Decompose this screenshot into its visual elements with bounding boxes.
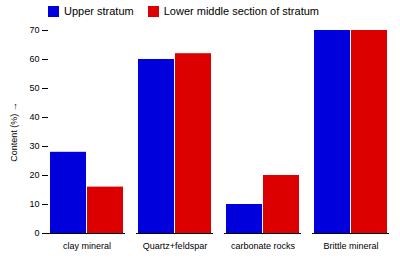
html-text:Lower middle section of stratu: Lower middle section of stratum <box>163 5 319 17</box>
svg-text:Brittle mineral: Brittle mineral <box>323 241 378 251</box>
svg-text:carbonate rocks: carbonate rocks <box>231 241 296 251</box>
svg-text:30: 30 <box>29 141 39 151</box>
svg-text:clay mineral: clay mineral <box>63 241 111 251</box>
svg-text:70: 70 <box>29 25 39 35</box>
html-text:Upper stratum: Upper stratum <box>64 5 134 17</box>
svg-text:0: 0 <box>34 228 39 238</box>
svg-text:10: 10 <box>29 199 39 209</box>
svg-text:Content (%) →: Content (%) → <box>9 102 19 162</box>
svg-text:60: 60 <box>29 54 39 64</box>
svg-text:Quartz+feldspar: Quartz+feldspar <box>143 241 207 251</box>
svg-text:20: 20 <box>29 170 39 180</box>
svg-text:50: 50 <box>29 83 39 93</box>
svg-text:40: 40 <box>29 112 39 122</box>
